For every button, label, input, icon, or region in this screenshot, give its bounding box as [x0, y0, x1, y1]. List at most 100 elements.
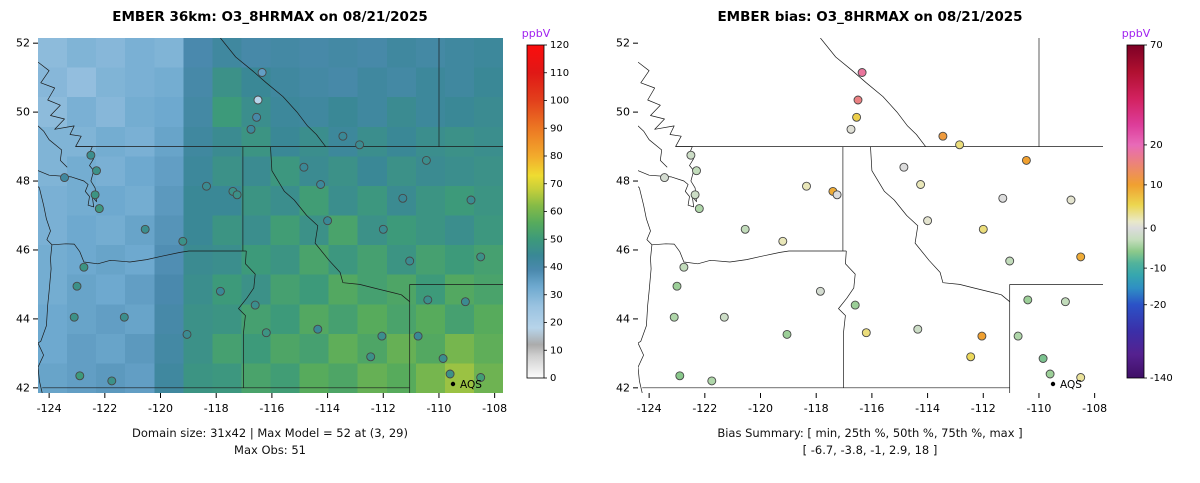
station-marker: [852, 112, 862, 122]
y-axis-tick-label: 48: [616, 175, 630, 188]
grid-cell: [357, 304, 388, 335]
grid-cell: [357, 245, 388, 276]
outline-path: [270, 146, 410, 302]
grid-cell: [183, 67, 213, 98]
grid-cell: [38, 156, 68, 187]
grid-cell: [473, 274, 503, 305]
station-marker: [86, 150, 96, 160]
x-axis-tick-label: -108: [482, 402, 507, 415]
bias-caption-line1: Bias Summary: [ min, 25th %, 50th %, 75t…: [717, 426, 1022, 440]
grid-cell: [154, 156, 184, 187]
grid-cell: [154, 67, 184, 98]
colorbar-tick-label: 20: [1150, 140, 1163, 151]
station-marker: [438, 354, 448, 363]
grid-cell: [154, 363, 184, 393]
model-caption-line1: Domain size: 31x42 | Max Model = 52 at (…: [132, 426, 408, 440]
station-marker: [916, 180, 926, 189]
grid-cell: [183, 304, 213, 335]
station-marker: [377, 331, 387, 341]
y-axis-tick-label: 44: [616, 312, 630, 325]
aqs-legend-marker: [1050, 381, 1056, 387]
colorbar-tick-label: -10: [1150, 263, 1166, 274]
grid-cell: [473, 304, 503, 335]
grid-cell: [67, 215, 97, 246]
colorbar-tick-label: 60: [550, 207, 563, 218]
grid-cell: [328, 97, 359, 128]
x-axis-tick-label: -116: [859, 402, 884, 415]
station-marker: [421, 155, 431, 165]
grid-cell: [328, 156, 359, 187]
colorbar-tick-label: -20: [1150, 300, 1166, 311]
grid-cell: [473, 126, 503, 157]
station-marker: [913, 324, 923, 334]
grid-cell: [212, 126, 243, 157]
station-marker: [202, 181, 211, 191]
station-marker: [857, 68, 867, 77]
station-marker: [1060, 297, 1070, 307]
colorbar-tick-label: 70: [550, 179, 563, 190]
x-axis-tick-label: -124: [37, 402, 62, 415]
station-marker: [1066, 195, 1076, 205]
colorbar-tick-label: -140: [1150, 373, 1173, 384]
station-marker: [707, 376, 717, 386]
station-marker: [669, 312, 679, 322]
colorbar-tick-label: 20: [550, 318, 563, 329]
station-marker: [398, 193, 408, 203]
aqs-legend-marker: [450, 381, 456, 387]
station-marker: [75, 371, 85, 381]
bias-map-chart: EMBER bias: O3_8HRMAX on 08/21/2025 ppbV…: [616, 9, 1173, 457]
aqs-legend-label: AQS: [1060, 379, 1082, 391]
grid-cell: [183, 126, 213, 157]
colorbar-tick-label: 90: [550, 123, 563, 134]
station-marker: [90, 190, 100, 200]
station-marker: [92, 166, 101, 176]
station-marker: [460, 297, 470, 307]
grid-cell: [415, 126, 446, 157]
station-marker: [690, 190, 700, 200]
grid-cell: [212, 363, 243, 393]
station-marker: [119, 312, 129, 322]
x-axis-tick-label: -110: [426, 402, 451, 415]
grid-cell: [96, 156, 126, 187]
grid-cell: [270, 97, 301, 128]
grid-cell: [154, 185, 184, 217]
station-marker: [299, 162, 309, 172]
x-axis-tick-label: -114: [315, 402, 340, 415]
grid-cell: [299, 185, 330, 217]
station-marker: [832, 190, 842, 200]
grid-cell: [96, 67, 126, 98]
grid-cell: [386, 67, 417, 98]
outline-path: [870, 146, 1010, 302]
y-axis-tick-label: 50: [616, 106, 630, 119]
station-marker: [802, 181, 811, 191]
model-map-layer: [38, 38, 503, 393]
grid-cell: [38, 97, 68, 128]
station-marker: [69, 312, 79, 322]
x-axis-tick-label: -110: [1026, 402, 1051, 415]
station-marker: [846, 124, 856, 134]
bias-colorbar-units: ppbV: [1122, 27, 1151, 40]
y-axis-tick-label: 48: [16, 175, 30, 188]
grid-cell: [125, 333, 155, 365]
grid-cell: [212, 38, 243, 69]
grid-cell: [125, 274, 155, 305]
grid-cell: [241, 38, 272, 69]
grid-cell: [183, 245, 213, 276]
station-marker: [660, 173, 669, 183]
station-markers: [60, 68, 486, 386]
station-marker: [94, 204, 104, 214]
grid-cell: [241, 245, 272, 276]
grid-cell: [38, 67, 68, 98]
grid-cell: [67, 38, 97, 69]
state-outlines: [638, 38, 1103, 393]
y-axis-tick-label: 50: [16, 106, 30, 119]
colorbar-tick-label: 70: [1150, 40, 1163, 51]
grid-cell: [444, 38, 475, 69]
bias-map-layer: [638, 38, 1103, 393]
station-marker: [107, 376, 117, 386]
station-marker: [850, 300, 860, 310]
grid-cell: [38, 126, 68, 157]
station-marker: [966, 352, 976, 362]
grid-cell: [386, 333, 417, 365]
station-marker: [692, 166, 701, 176]
